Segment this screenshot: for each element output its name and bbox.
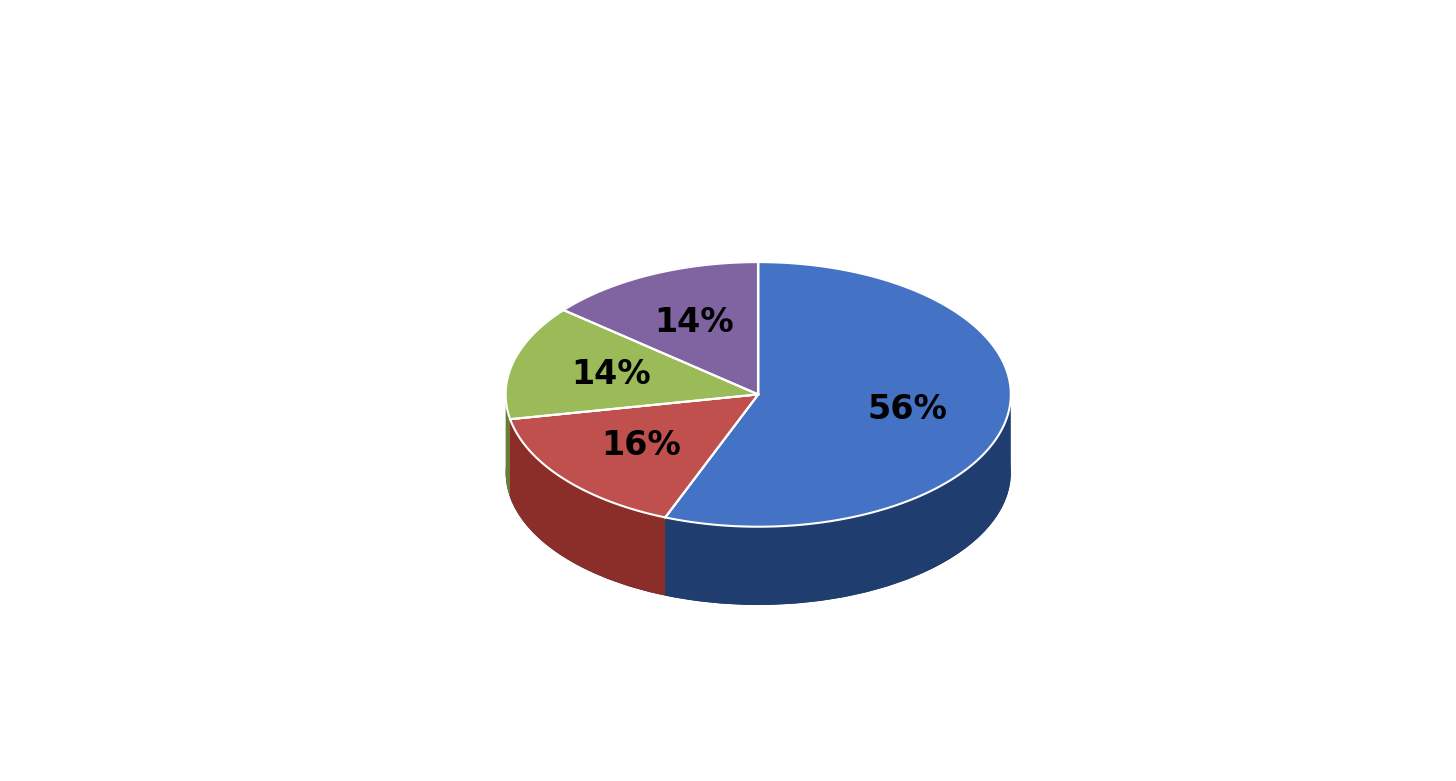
Polygon shape — [665, 262, 1010, 526]
Polygon shape — [505, 394, 510, 497]
Text: 16%: 16% — [601, 429, 681, 462]
Polygon shape — [510, 419, 665, 596]
Polygon shape — [510, 394, 759, 518]
Ellipse shape — [505, 341, 1010, 604]
Text: 14%: 14% — [654, 306, 734, 339]
Polygon shape — [510, 394, 759, 497]
Polygon shape — [665, 394, 1010, 604]
Polygon shape — [665, 394, 759, 596]
Polygon shape — [510, 394, 759, 497]
Polygon shape — [665, 394, 759, 596]
Text: 14%: 14% — [572, 358, 651, 391]
Polygon shape — [505, 310, 759, 419]
Polygon shape — [563, 262, 759, 394]
Text: 56%: 56% — [868, 393, 946, 426]
